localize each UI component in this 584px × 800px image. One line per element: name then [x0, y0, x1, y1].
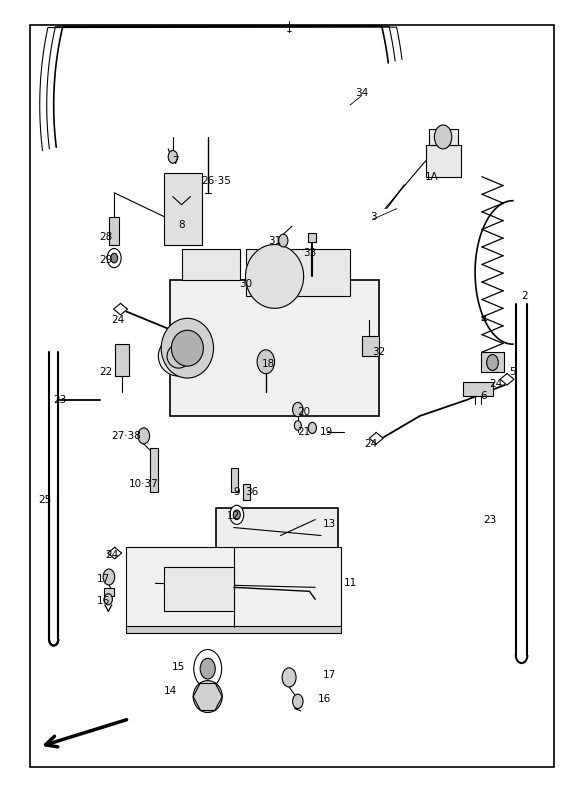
Text: 9: 9: [234, 486, 240, 497]
Bar: [426, 145, 461, 177]
Polygon shape: [369, 433, 383, 444]
Circle shape: [105, 594, 112, 605]
Text: 19: 19: [320, 427, 333, 437]
Text: 2: 2: [521, 291, 528, 302]
Text: 1: 1: [286, 24, 293, 34]
Bar: [164, 567, 234, 611]
Bar: [182, 249, 239, 281]
Text: 6: 6: [481, 391, 487, 401]
Ellipse shape: [171, 330, 203, 366]
Circle shape: [110, 254, 117, 263]
Circle shape: [138, 428, 150, 444]
Bar: [308, 233, 317, 242]
Bar: [170, 281, 379, 416]
Bar: [429, 129, 458, 145]
Ellipse shape: [158, 336, 199, 376]
Text: 18: 18: [262, 359, 276, 369]
Text: 14: 14: [164, 686, 176, 696]
Text: 24: 24: [364, 439, 377, 449]
Text: 23: 23: [483, 514, 496, 525]
Text: 24: 24: [489, 379, 502, 389]
Text: 13: 13: [323, 518, 336, 529]
Polygon shape: [217, 508, 339, 555]
Circle shape: [279, 234, 288, 247]
Bar: [114, 344, 129, 376]
Bar: [231, 468, 238, 492]
Circle shape: [486, 354, 498, 370]
Polygon shape: [245, 245, 304, 308]
Bar: [245, 249, 350, 296]
Text: 36: 36: [245, 486, 258, 497]
Text: 34: 34: [355, 88, 369, 98]
Text: 17: 17: [323, 670, 336, 680]
Bar: [150, 448, 158, 492]
Text: 15: 15: [172, 662, 185, 672]
Text: 33: 33: [303, 247, 316, 258]
Text: 24: 24: [105, 550, 119, 561]
Bar: [109, 217, 119, 245]
Circle shape: [257, 350, 274, 374]
Text: 21: 21: [297, 427, 310, 437]
Bar: [126, 547, 342, 627]
Text: 12: 12: [227, 510, 241, 521]
Circle shape: [230, 506, 244, 524]
Text: 28: 28: [99, 231, 113, 242]
Circle shape: [200, 658, 215, 679]
Text: 27·38: 27·38: [112, 431, 141, 441]
Circle shape: [194, 650, 222, 688]
Text: 29: 29: [99, 255, 113, 266]
Circle shape: [293, 402, 303, 417]
Ellipse shape: [167, 344, 190, 368]
Bar: [464, 382, 492, 396]
Circle shape: [168, 150, 178, 163]
Text: 32: 32: [373, 347, 386, 357]
Circle shape: [103, 569, 114, 585]
Text: 16: 16: [317, 694, 331, 704]
Text: 10·37: 10·37: [129, 478, 159, 489]
Text: 24: 24: [111, 315, 124, 326]
Text: 11: 11: [343, 578, 357, 588]
Polygon shape: [113, 303, 127, 315]
Text: 1A: 1A: [425, 172, 439, 182]
Ellipse shape: [193, 681, 223, 713]
Text: 5: 5: [510, 367, 516, 377]
Text: 16: 16: [96, 596, 110, 606]
Circle shape: [282, 668, 296, 687]
Text: 3: 3: [370, 212, 377, 222]
Bar: [104, 588, 114, 596]
Polygon shape: [108, 547, 121, 559]
Bar: [361, 336, 379, 356]
Circle shape: [434, 125, 452, 149]
Text: 31: 31: [268, 235, 281, 246]
Text: 7: 7: [172, 156, 179, 166]
Text: 17: 17: [96, 574, 110, 584]
Circle shape: [294, 421, 301, 430]
Bar: [126, 626, 342, 633]
Text: 26·35: 26·35: [201, 176, 231, 186]
Bar: [481, 352, 504, 372]
Text: 22: 22: [99, 367, 113, 377]
Polygon shape: [500, 374, 514, 385]
Circle shape: [233, 510, 240, 519]
Bar: [164, 173, 202, 245]
Text: 25: 25: [39, 494, 51, 505]
Text: 8: 8: [178, 220, 185, 230]
Bar: [242, 484, 249, 500]
Text: 23: 23: [53, 395, 66, 405]
Text: 20: 20: [297, 407, 310, 417]
Circle shape: [293, 694, 303, 709]
Circle shape: [107, 249, 121, 268]
Circle shape: [308, 422, 317, 434]
Text: 4: 4: [481, 315, 487, 326]
Text: 30: 30: [239, 279, 252, 290]
Ellipse shape: [161, 318, 214, 378]
